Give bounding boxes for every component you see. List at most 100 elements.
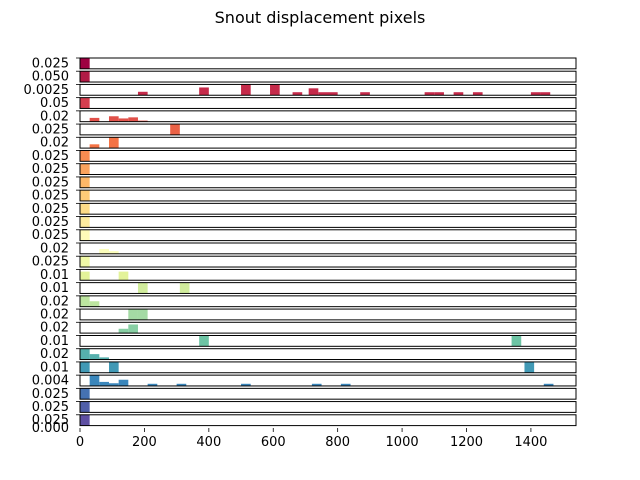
- histogram-bar-20-2: [137, 309, 148, 320]
- subplot-frame-4: [79, 97, 577, 109]
- subplot-13: 0.025: [32, 215, 577, 230]
- histogram-bar-3-7: [318, 92, 328, 96]
- histogram-bar-25-6: [176, 383, 187, 386]
- x-tick-label-8: 1400: [514, 435, 547, 450]
- histogram-bar-7-1: [89, 144, 100, 149]
- histogram-bar-23-1: [80, 348, 90, 360]
- histogram-bar-3-6: [308, 88, 319, 96]
- histogram-bar-24-2: [108, 361, 119, 373]
- histogram-bar-22-1: [199, 335, 209, 347]
- histogram-bar-12-1: [80, 203, 90, 215]
- histogram-bar-24-3: [524, 361, 535, 373]
- y-tick-label-23: 0.02: [40, 347, 69, 362]
- histogram-bar-15-2: [108, 251, 119, 254]
- histogram-bar-19-2: [89, 301, 100, 307]
- subplot-frame-21: [79, 321, 577, 334]
- subplot-frame-8: [79, 150, 577, 162]
- subplot-20: 0.02: [40, 307, 577, 322]
- histogram-bar-25-3: [108, 383, 119, 386]
- histogram-bar-5-2: [108, 116, 119, 122]
- histogram-bar-23-3: [99, 357, 109, 360]
- histogram-bar-25-7: [241, 383, 251, 386]
- subplot-18: 0.01: [40, 281, 577, 296]
- subplot-frame-14: [79, 229, 577, 242]
- y-tick-label-8: 0.025: [32, 149, 69, 164]
- histogram-bar-22-2: [511, 335, 522, 347]
- subplot-16: 0.025: [32, 255, 577, 270]
- x-tick-label-6: 1000: [386, 435, 419, 450]
- subplot-21: 0.02: [40, 321, 577, 336]
- histogram-bar-20-1: [128, 309, 138, 320]
- x-tick-label-4: 600: [261, 435, 286, 450]
- histogram-bar-25-2: [99, 381, 109, 386]
- subplot-9: 0.025: [32, 162, 577, 177]
- subplot-frame-11: [79, 189, 577, 202]
- x-axis: 0.000 0 200 400 600 800 1000 1200 1400: [32, 421, 548, 450]
- y-tick-label-7: 0.02: [40, 136, 69, 151]
- subplot-1: 0.025: [32, 56, 577, 71]
- subplot-22: 0.01: [40, 334, 577, 349]
- histogram-bar-5-4: [128, 117, 138, 122]
- histogram-bar-25-9: [340, 383, 351, 386]
- subplot-12: 0.025: [32, 202, 577, 217]
- y-tick-label-14: 0.025: [32, 228, 69, 243]
- y-tick-label-zero: 0.000: [32, 421, 69, 436]
- histogram-bar-5-1: [89, 117, 100, 122]
- subplot-frame-26: [79, 387, 577, 400]
- y-tick-label-25: 0.004: [32, 374, 69, 389]
- y-tick-label-3: 0.0025: [24, 83, 70, 98]
- y-tick-label-22: 0.01: [40, 334, 69, 349]
- subplot-17: 0.01: [40, 268, 577, 283]
- histogram-bar-19-1: [80, 295, 90, 307]
- subplot-frame-16: [79, 255, 577, 268]
- y-tick-label-5: 0.02: [40, 109, 69, 124]
- histogram-bar-3-15: [540, 92, 551, 96]
- histogram-bar-13-1: [80, 216, 90, 228]
- histogram-bar-21-1: [118, 328, 129, 334]
- histogram-bar-16-1: [80, 256, 90, 268]
- subplot-frame-6: [79, 123, 577, 136]
- histogram-bar-17-1: [80, 271, 90, 281]
- subplot-frame-17: [79, 268, 577, 281]
- histogram-bar-14-1: [80, 229, 90, 241]
- subplot-frame-12: [79, 202, 577, 215]
- histogram-bar-3-3: [241, 84, 251, 96]
- subplot-2: 0.050: [32, 70, 577, 85]
- subplot-stack: 0.0250.0500.00250.050.020.0250.020.0250.…: [24, 56, 577, 428]
- histogram-bar-3-1: [137, 91, 148, 96]
- histogram-bar-18-1: [137, 282, 148, 294]
- subplot-14: 0.025: [32, 228, 577, 243]
- y-tick-label-21: 0.02: [40, 321, 69, 336]
- histogram-bar-3-9: [360, 92, 370, 96]
- y-tick-label-11: 0.025: [32, 189, 69, 204]
- histogram-bar-5-5: [137, 120, 148, 122]
- subplot-25: 0.004: [32, 374, 577, 389]
- chart-title: Snout displacement pixels: [215, 8, 426, 27]
- histogram-bar-25-4: [118, 379, 129, 386]
- subplot-frame-13: [79, 216, 577, 228]
- histogram-bar-3-10: [424, 92, 435, 96]
- histogram-bar-28-1: [80, 414, 90, 426]
- histogram-bar-17-2: [118, 271, 129, 281]
- subplot-11: 0.025: [32, 189, 577, 204]
- y-tick-label-4: 0.05: [40, 96, 69, 111]
- subplot-frame-7: [79, 136, 577, 149]
- histogram-bar-23-2: [89, 354, 100, 360]
- histogram-bar-21-2: [128, 324, 138, 334]
- histogram-bar-6-1: [170, 124, 180, 135]
- histogram-bar-3-13: [472, 92, 483, 96]
- histogram-bar-3-12: [453, 92, 464, 96]
- subplot-24: 0.01: [40, 360, 577, 375]
- y-tick-label-15: 0.02: [40, 241, 69, 256]
- subplot-6: 0.025: [32, 122, 577, 137]
- y-tick-label-10: 0.025: [32, 175, 69, 190]
- subplot-4: 0.05: [40, 96, 577, 111]
- y-tick-label-12: 0.025: [32, 202, 69, 217]
- histogram-bar-11-1: [80, 190, 90, 201]
- y-tick-label-27: 0.025: [32, 400, 69, 415]
- subplot-frame-20: [79, 308, 577, 321]
- histogram-bar-3-5: [292, 92, 303, 96]
- histogram-bar-3-14: [530, 92, 541, 96]
- subplot-frame-9: [79, 163, 577, 176]
